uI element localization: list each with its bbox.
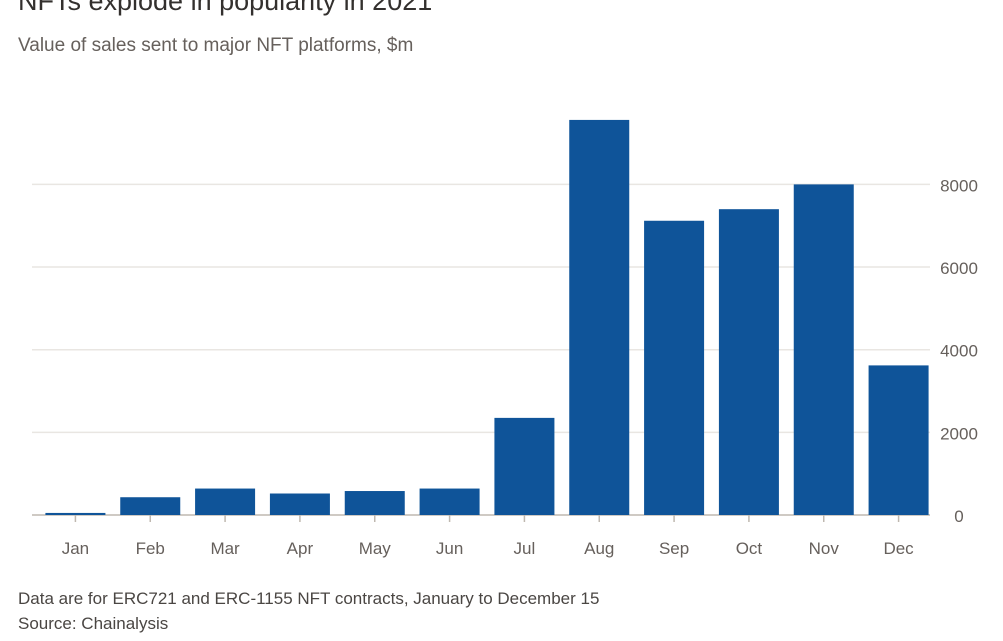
y-tick-label: 4000 <box>940 342 978 361</box>
chart-source: Source: Chainalysis <box>18 614 169 633</box>
x-tick-label: Aug <box>584 539 614 558</box>
x-tick-label: Sep <box>659 539 689 558</box>
bar-feb <box>120 497 181 515</box>
bar-may <box>344 491 405 515</box>
x-tick-label: Dec <box>883 539 914 558</box>
x-tick-label: Feb <box>136 539 165 558</box>
bar-mar <box>195 488 256 515</box>
bar-jan <box>45 512 106 515</box>
x-tick-label: Nov <box>809 539 840 558</box>
bar-sep <box>644 220 705 515</box>
bar-nov <box>793 184 854 515</box>
bar-aug <box>569 119 630 515</box>
x-tick-label: Apr <box>287 539 314 558</box>
bar-jul <box>494 417 555 515</box>
y-tick-label: 8000 <box>940 176 978 195</box>
bar-apr <box>269 493 330 515</box>
bar-oct <box>718 209 779 516</box>
bar-jun <box>419 488 480 515</box>
x-tick-label: Mar <box>210 539 240 558</box>
chart-footnote: Data are for ERC721 and ERC-1155 NFT con… <box>18 589 600 608</box>
chart-subtitle: Value of sales sent to major NFT platfor… <box>18 35 414 56</box>
x-tick-label: May <box>359 539 392 558</box>
bar-dec <box>868 365 929 515</box>
y-tick-label: 6000 <box>940 259 978 278</box>
x-tick-label: Oct <box>736 539 763 558</box>
x-tick-label: Jun <box>436 539 463 558</box>
chart-title: NFTs explode in popularity in 2021 <box>18 0 433 16</box>
y-tick-label: 2000 <box>940 424 978 443</box>
x-tick-label: Jul <box>514 539 536 558</box>
x-tick-label: Jan <box>62 539 89 558</box>
y-tick-label: 0 <box>954 507 963 526</box>
